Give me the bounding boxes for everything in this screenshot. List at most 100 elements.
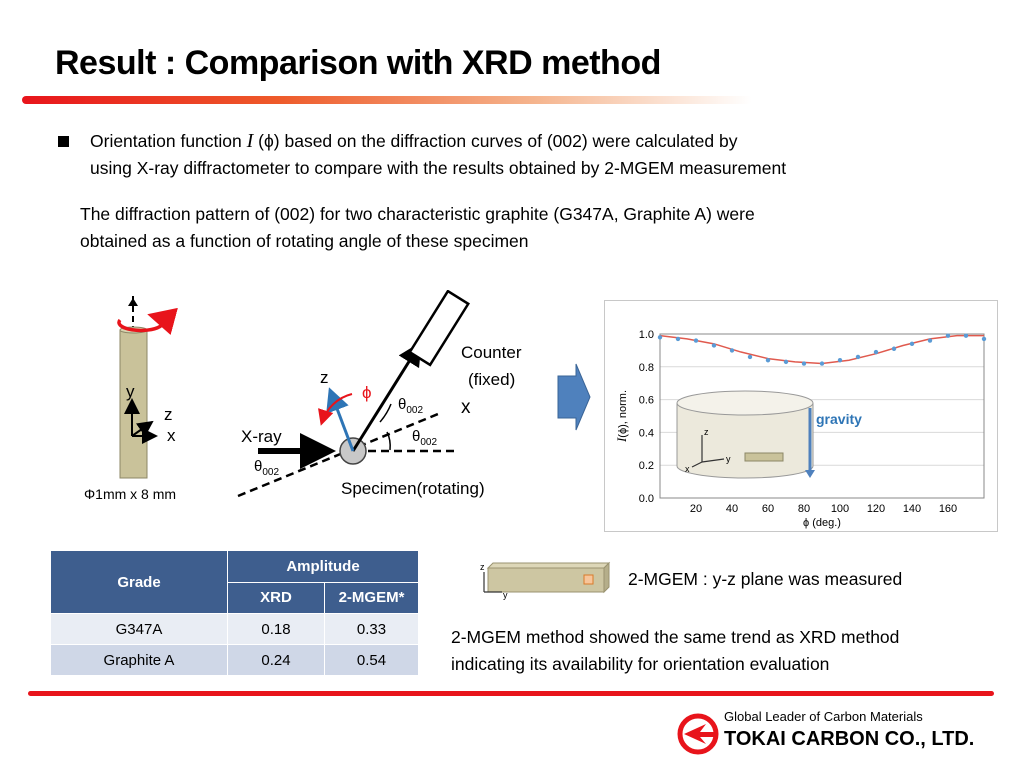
specimen-rotating-label: Specimen(rotating)	[341, 479, 485, 498]
data-point	[693, 338, 699, 343]
conclusion-line-2: indicating its availability for orientat…	[451, 654, 830, 674]
header-amplitude: Amplitude	[227, 550, 419, 583]
x-tick-label: 120	[867, 503, 885, 515]
conclusion-line-1: 2-MGEM method showed the same trend as X…	[451, 627, 900, 647]
z-axis-arrow	[326, 387, 355, 452]
counter-fixed-label: (fixed)	[468, 370, 516, 389]
rod-axis-x-label: x	[167, 426, 176, 445]
data-point	[855, 354, 861, 360]
diffracted-ray	[351, 341, 422, 452]
cell-mgem: 0.33	[324, 613, 419, 645]
plot-area	[659, 333, 985, 499]
x-tick-label: 100	[831, 503, 849, 515]
bullet-line-2: using X-ray diffractometer to compare wi…	[90, 158, 787, 178]
data-point	[675, 336, 681, 342]
counter-label: Counter	[461, 343, 522, 362]
inset-x-label: x	[685, 464, 690, 474]
specimen-rod	[119, 329, 148, 479]
phi-rotation-arrow-icon	[318, 393, 353, 426]
data-point	[729, 348, 735, 353]
data-point	[945, 333, 951, 338]
mgem-note-label: 2-MGEM : y-z plane was measured	[628, 569, 903, 589]
mgem-specimen-diagram: z y	[480, 561, 611, 600]
gravity-label: gravity	[816, 411, 862, 427]
y-tick-label: 0.2	[639, 460, 654, 472]
inset-z-label: z	[704, 427, 709, 437]
data-point	[909, 341, 915, 347]
x-tick-label: 60	[762, 503, 774, 515]
cell-mgem: 0.54	[324, 644, 419, 676]
theta-label-2: θ002	[412, 428, 438, 448]
data-point	[711, 343, 717, 348]
cell-xrd: 0.24	[227, 644, 325, 676]
cell-grade: Graphite A	[50, 644, 228, 676]
data-point	[819, 361, 825, 366]
y-tick-label: 0.4	[639, 427, 654, 439]
header-mgem: 2-MGEM*	[324, 581, 419, 614]
rod-axis-z-label: z	[164, 405, 173, 424]
data-point	[963, 333, 969, 338]
cell-xrd: 0.18	[227, 613, 325, 645]
data-point	[873, 349, 879, 355]
x-tick-label: 40	[726, 503, 738, 515]
data-point	[891, 346, 897, 351]
data-point	[783, 359, 789, 365]
orientation-chart: 0.00.20.40.60.81.0 20 40 60 80 100 120 140 160 …	[614, 329, 987, 529]
specimen-rod-diagram	[117, 296, 178, 479]
geometry-phi-label: ϕ	[362, 383, 372, 402]
page-title: Result : Comparison with XRD method	[55, 44, 661, 82]
amplitude-table: Grade Amplitude XRD 2-MGEM* G347A 0.18 0…	[50, 550, 419, 676]
chart-inset	[676, 390, 814, 479]
data-point	[837, 358, 843, 363]
bullet-line-1: Orientation function I (ϕ) based on the …	[90, 128, 737, 154]
chart-x-axis-label: ϕ (deg.)	[803, 517, 841, 529]
chart-frame	[604, 300, 998, 532]
data-point	[747, 354, 753, 360]
bullet-square-icon	[58, 136, 69, 147]
title-underline	[22, 96, 752, 104]
inset-y-label: y	[726, 454, 731, 464]
chart-y-axis-label: I(ϕ), norm.	[614, 390, 629, 443]
bullet-pre: Orientation function	[90, 131, 247, 151]
fit-curve	[659, 334, 984, 365]
data-point	[801, 361, 807, 366]
table-row: G347A 0.18 0.33	[50, 613, 419, 645]
data-point	[981, 336, 987, 342]
data-point	[927, 338, 933, 343]
x-tick-label: 160	[939, 503, 957, 515]
block-arrow-icon	[557, 363, 591, 431]
theta-label-3: θ002	[254, 458, 280, 478]
diffraction-geometry-diagram	[237, 290, 470, 498]
rod-axis-y-label: y	[126, 382, 135, 401]
paragraph-line-1: The diffraction pattern of (002) for two…	[80, 204, 755, 224]
y-tick-label: 0.6	[639, 395, 654, 407]
xray-label: X-ray	[241, 427, 282, 446]
data-point	[765, 358, 771, 363]
measured-plane-marker	[583, 574, 594, 585]
mgem-z-label: z	[480, 562, 485, 572]
paragraph-line-2: obtained as a function of rotating angle…	[80, 231, 529, 251]
theta-label-1: θ002	[398, 396, 424, 416]
y-tick-label: 0.0	[639, 493, 654, 505]
data-point	[657, 335, 663, 340]
header-grade: Grade	[50, 550, 228, 614]
geometry-x-label: x	[461, 397, 471, 418]
geometry-z-label: z	[320, 368, 329, 387]
footer-rule	[28, 691, 994, 696]
bullet-post: (ϕ) based on the diffraction curves of (…	[253, 131, 738, 151]
mgem-y-label: y	[503, 590, 508, 600]
x-tick-label: 80	[798, 503, 810, 515]
header-xrd: XRD	[227, 581, 325, 614]
table-row: Graphite A 0.24 0.54	[50, 644, 419, 676]
footer-tagline: Global Leader of Carbon Materials	[724, 709, 923, 724]
y-tick-label: 1.0	[639, 329, 654, 341]
counter-detector	[408, 290, 470, 367]
rotation-arrow-icon	[117, 307, 178, 335]
x-tick-label: 140	[903, 503, 921, 515]
specimen-plane-line	[237, 412, 439, 498]
x-tick-label: 20	[690, 503, 702, 515]
orientation-symbol: I	[246, 130, 254, 152]
company-name: TOKAI CARBON CO., LTD.	[724, 728, 975, 750]
tokai-carbon-logo-icon	[677, 713, 719, 755]
inset-specimen-rod	[744, 452, 784, 462]
